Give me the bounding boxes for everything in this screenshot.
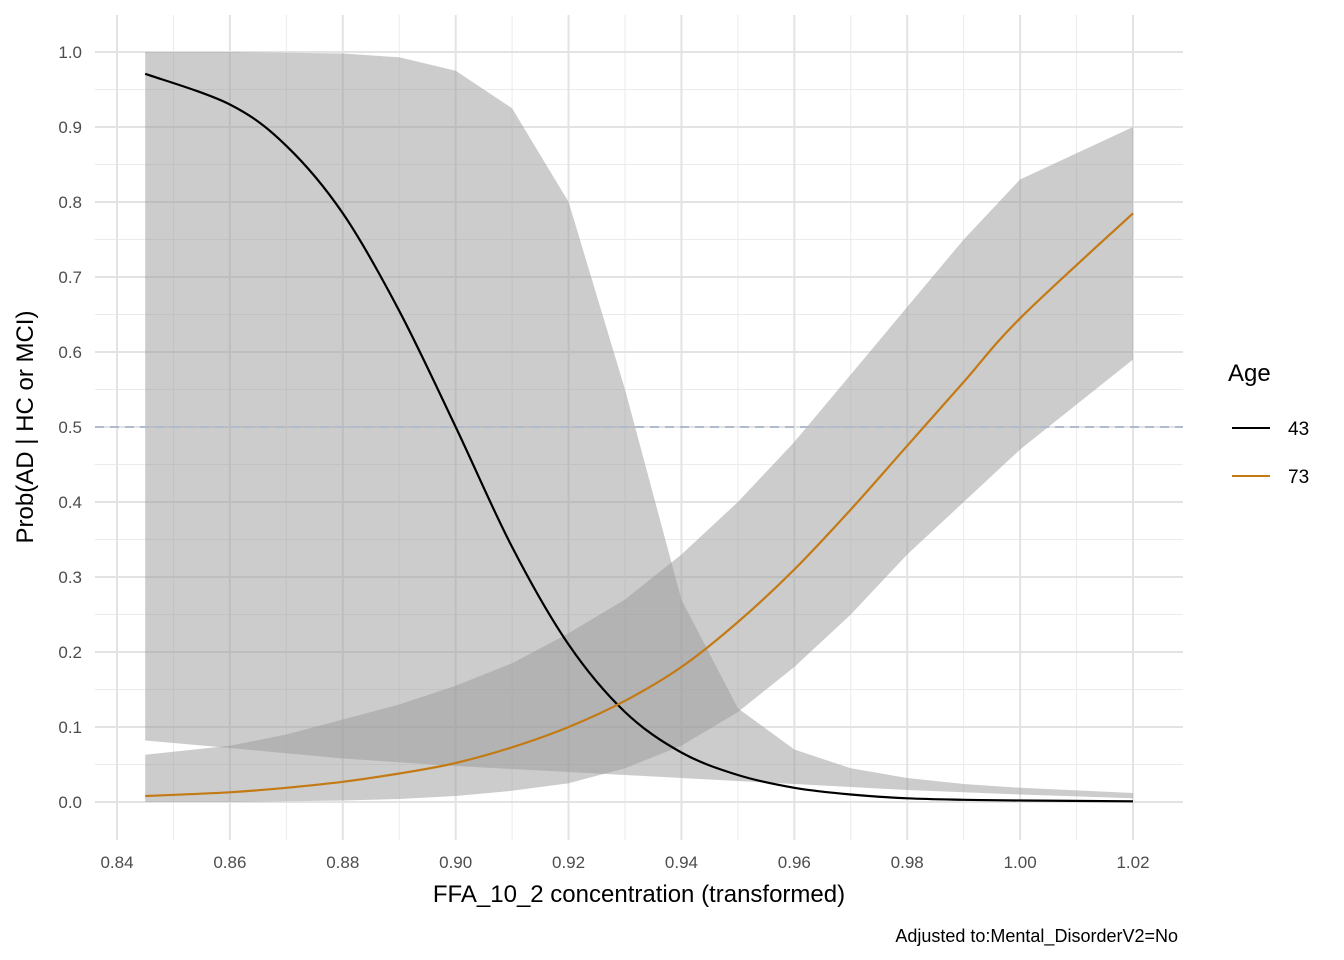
- x-axis-title: FFA_10_2 concentration (transformed): [433, 881, 845, 908]
- ribbon-43: [145, 52, 1133, 799]
- y-tick-label: 0.7: [58, 268, 82, 287]
- y-tick-label: 0.6: [58, 343, 82, 362]
- y-tick-labels: 0.0 0.1 0.2 0.3 0.4 0.5 0.6 0.7 0.8 0.9 1.0: [58, 43, 82, 812]
- x-tick-label: 0.88: [326, 853, 359, 872]
- x-tick-labels: 0.84 0.86 0.88 0.90 0.92 0.94 0.96 0.98 1.00 1.02: [100, 853, 1149, 872]
- series-line-43: [144, 72, 1134, 803]
- legend-label-73: 73: [1288, 467, 1309, 488]
- x-tick-label: 0.92: [552, 853, 585, 872]
- y-tick-label: 0.4: [58, 493, 82, 512]
- series-line-73: [145, 212, 1134, 798]
- y-tick-label: 0.2: [58, 643, 82, 662]
- y-tick-label: 0.1: [58, 718, 82, 737]
- y-tick-label: 0.5: [58, 418, 82, 437]
- legend-title: Age: [1228, 360, 1271, 387]
- x-tick-label: 0.94: [665, 853, 698, 872]
- y-tick-label: 0.0: [58, 793, 82, 812]
- legend-label-43: 43: [1288, 419, 1309, 440]
- x-tick-label: 0.86: [213, 853, 246, 872]
- x-tick-label: 0.98: [891, 853, 924, 872]
- x-tick-label: 0.84: [100, 853, 133, 872]
- series-lines: [144, 72, 1134, 803]
- legend: Age 43 73: [1228, 360, 1309, 488]
- y-tick-label: 1.0: [58, 43, 82, 62]
- x-tick-label: 1.02: [1116, 853, 1149, 872]
- caption: Adjusted to:Mental_DisorderV2=No: [895, 926, 1178, 947]
- x-tick-label: 1.00: [1004, 853, 1037, 872]
- x-tick-label: 0.90: [439, 853, 472, 872]
- y-tick-label: 0.3: [58, 568, 82, 587]
- y-axis-title: Prob(AD | HC or MCI): [12, 311, 39, 544]
- ribbon-73: [145, 127, 1133, 802]
- y-tick-label: 0.8: [58, 193, 82, 212]
- y-tick-label: 0.9: [58, 118, 82, 137]
- confidence-ribbons: [145, 52, 1133, 802]
- x-tick-label: 0.96: [778, 853, 811, 872]
